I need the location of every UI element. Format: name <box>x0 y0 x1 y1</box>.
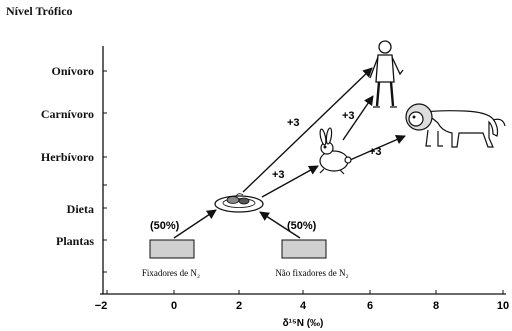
x-tick-label: 0 <box>171 300 177 312</box>
rabbit-icon <box>319 127 352 175</box>
arrow-diet-to-rabbit <box>261 165 319 198</box>
fixers-percent: (50%) <box>150 220 180 232</box>
nonfixers-percent: (50%) <box>287 220 317 232</box>
arrow-fixers-to-diet <box>173 209 217 239</box>
nonfixers-label: Não fixadores de N₂ <box>275 268 348 278</box>
level-label-omnivore: Onívoro <box>51 64 94 78</box>
level-label-carnivore: Carnívoro <box>40 107 94 121</box>
fixers-box <box>149 239 195 259</box>
step-label-rabbit-lion: +3 <box>369 146 382 158</box>
x-tick-label: −2 <box>95 300 108 312</box>
arrow-diet-to-human <box>242 67 373 193</box>
x-tick-label: 6 <box>367 300 373 312</box>
x-tick-label: 8 <box>433 300 439 312</box>
flow-arrows <box>173 67 406 239</box>
food-plate-icon <box>214 193 264 213</box>
x-tick-label: 4 <box>300 300 307 312</box>
step-label-diet-rabbit: +3 <box>272 169 285 181</box>
arrow-nonfixers-to-diet <box>259 211 301 239</box>
lion-icon <box>405 103 506 148</box>
human-icon <box>369 40 404 108</box>
x-tick-label: 2 <box>236 300 242 312</box>
x-tick-label: 10 <box>497 300 509 312</box>
level-label-plants: Plantas <box>55 234 94 248</box>
x-axis-label: δ¹⁵N (‰) <box>283 318 324 329</box>
level-label-diet: Dieta <box>66 202 94 216</box>
step-label-rabbit-human: +3 <box>342 110 355 122</box>
y-axis <box>102 46 107 294</box>
step-label-diet-human: +3 <box>287 117 300 129</box>
level-label-herbivore: Herbívoro <box>40 150 94 164</box>
x-axis: −2 0 2 4 6 8 10 δ¹⁵N (‰) <box>95 290 509 329</box>
nonfixers-box <box>281 239 327 259</box>
arrow-rabbit-to-lion <box>349 135 406 161</box>
diagram-title: Nível Trófico <box>6 4 73 18</box>
arrow-rabbit-to-human <box>342 95 374 141</box>
fixers-label: Fixadores de N₂ <box>142 268 200 278</box>
